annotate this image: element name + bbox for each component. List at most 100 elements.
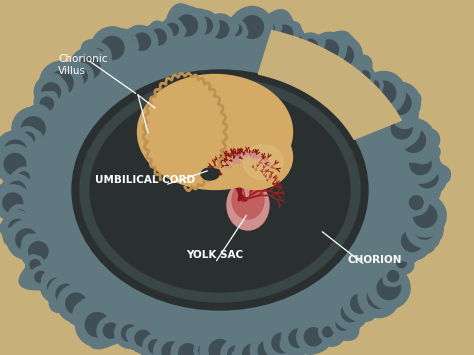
Circle shape bbox=[416, 234, 435, 253]
Circle shape bbox=[168, 6, 206, 45]
Circle shape bbox=[35, 271, 46, 283]
Circle shape bbox=[380, 264, 401, 286]
Circle shape bbox=[16, 229, 37, 250]
Circle shape bbox=[226, 20, 246, 40]
Circle shape bbox=[345, 319, 357, 331]
Circle shape bbox=[406, 210, 443, 247]
Circle shape bbox=[42, 272, 57, 287]
Circle shape bbox=[13, 210, 26, 222]
Circle shape bbox=[341, 303, 360, 322]
Circle shape bbox=[369, 81, 379, 91]
Circle shape bbox=[1, 212, 34, 245]
Circle shape bbox=[418, 129, 439, 151]
Circle shape bbox=[209, 340, 231, 355]
Circle shape bbox=[383, 275, 393, 286]
Circle shape bbox=[340, 53, 364, 77]
Ellipse shape bbox=[218, 125, 292, 190]
Circle shape bbox=[56, 284, 76, 305]
Circle shape bbox=[57, 285, 95, 322]
Circle shape bbox=[73, 300, 104, 331]
Circle shape bbox=[30, 131, 42, 143]
Circle shape bbox=[3, 193, 23, 213]
Circle shape bbox=[402, 180, 419, 198]
Ellipse shape bbox=[80, 78, 360, 302]
Circle shape bbox=[17, 160, 36, 180]
Circle shape bbox=[0, 144, 35, 184]
Circle shape bbox=[35, 92, 59, 116]
Circle shape bbox=[292, 36, 302, 47]
Circle shape bbox=[48, 276, 84, 313]
Circle shape bbox=[204, 14, 236, 45]
Circle shape bbox=[20, 206, 31, 218]
Circle shape bbox=[26, 255, 45, 274]
Circle shape bbox=[243, 344, 264, 355]
Circle shape bbox=[392, 119, 435, 162]
Circle shape bbox=[331, 311, 355, 335]
Circle shape bbox=[262, 22, 274, 34]
Circle shape bbox=[18, 172, 29, 183]
Circle shape bbox=[410, 196, 423, 209]
Circle shape bbox=[335, 34, 355, 54]
Circle shape bbox=[392, 102, 418, 129]
Circle shape bbox=[91, 52, 111, 72]
Ellipse shape bbox=[227, 180, 269, 230]
Circle shape bbox=[424, 143, 437, 155]
Circle shape bbox=[351, 294, 370, 313]
Circle shape bbox=[3, 227, 23, 247]
Circle shape bbox=[49, 294, 68, 312]
Circle shape bbox=[264, 325, 300, 355]
Circle shape bbox=[231, 349, 250, 355]
Circle shape bbox=[401, 246, 412, 257]
Circle shape bbox=[85, 313, 109, 337]
Circle shape bbox=[377, 276, 401, 300]
Circle shape bbox=[367, 286, 390, 308]
Circle shape bbox=[12, 171, 22, 181]
Circle shape bbox=[199, 345, 210, 355]
Circle shape bbox=[7, 220, 46, 259]
Circle shape bbox=[259, 331, 277, 349]
Circle shape bbox=[421, 230, 439, 248]
Circle shape bbox=[304, 328, 322, 346]
Circle shape bbox=[174, 25, 186, 37]
Circle shape bbox=[348, 294, 365, 312]
Circle shape bbox=[408, 158, 447, 197]
Circle shape bbox=[121, 325, 138, 342]
Circle shape bbox=[272, 333, 292, 353]
Circle shape bbox=[200, 331, 240, 355]
Circle shape bbox=[126, 27, 142, 43]
Circle shape bbox=[30, 267, 51, 287]
Circle shape bbox=[323, 36, 362, 75]
Circle shape bbox=[393, 255, 410, 272]
Circle shape bbox=[148, 340, 163, 354]
Circle shape bbox=[184, 26, 203, 45]
Circle shape bbox=[126, 334, 141, 349]
Circle shape bbox=[211, 21, 228, 38]
Circle shape bbox=[135, 330, 151, 346]
Circle shape bbox=[365, 76, 383, 95]
Circle shape bbox=[358, 304, 376, 321]
Circle shape bbox=[353, 66, 375, 87]
Circle shape bbox=[330, 35, 347, 52]
Circle shape bbox=[201, 340, 211, 350]
Circle shape bbox=[320, 40, 338, 59]
Circle shape bbox=[42, 83, 61, 102]
Circle shape bbox=[406, 173, 440, 207]
Ellipse shape bbox=[243, 144, 283, 180]
Circle shape bbox=[128, 324, 158, 353]
Circle shape bbox=[4, 140, 27, 162]
Circle shape bbox=[30, 118, 43, 130]
Circle shape bbox=[232, 6, 273, 48]
Circle shape bbox=[293, 31, 304, 41]
Circle shape bbox=[410, 139, 434, 164]
Circle shape bbox=[401, 128, 426, 152]
Circle shape bbox=[336, 317, 350, 330]
Circle shape bbox=[372, 81, 396, 105]
Circle shape bbox=[116, 32, 137, 54]
Circle shape bbox=[78, 57, 100, 79]
Circle shape bbox=[408, 243, 418, 253]
Circle shape bbox=[237, 27, 248, 38]
Circle shape bbox=[297, 320, 330, 353]
Text: YOLK SAC: YOLK SAC bbox=[186, 250, 244, 260]
Circle shape bbox=[404, 195, 446, 237]
Circle shape bbox=[362, 71, 405, 115]
